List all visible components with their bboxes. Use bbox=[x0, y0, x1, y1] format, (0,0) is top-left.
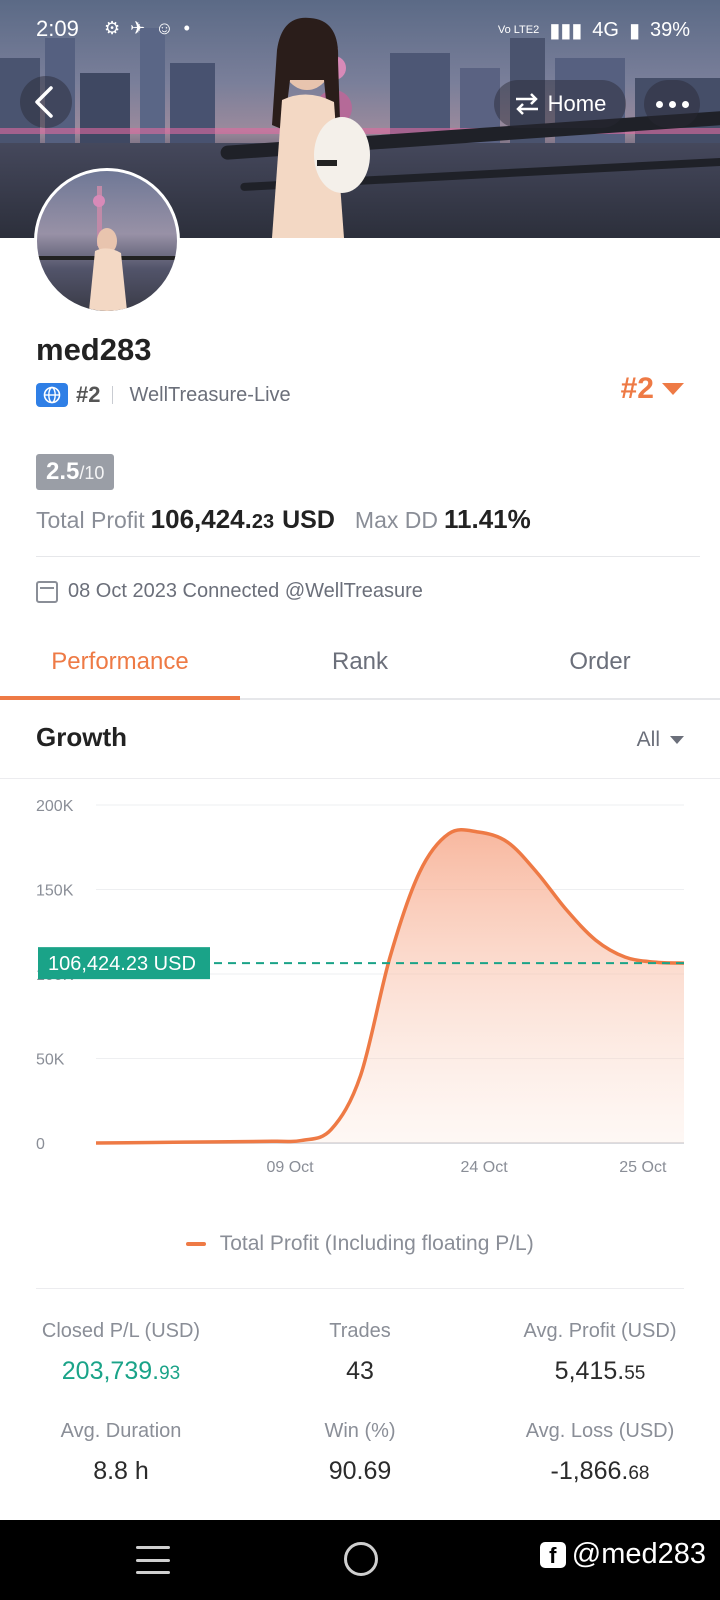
y-tick-label: 200K bbox=[36, 798, 74, 815]
score-value: 2.5 bbox=[46, 458, 80, 485]
x-tick-label: 25 Oct bbox=[619, 1159, 667, 1176]
stat-avg-loss: Avg. Loss (USD) -1,866.68 bbox=[510, 1420, 690, 1486]
more-options-button[interactable] bbox=[644, 80, 700, 128]
profit-summary: Total Profit 106,424.23 USD Max DD 11.41… bbox=[36, 504, 531, 535]
stat-closed-pl: Closed P/L (USD) 203,739.93 bbox=[36, 1320, 206, 1386]
facebook-icon: f bbox=[539, 1541, 566, 1568]
dot-icon bbox=[681, 100, 689, 108]
status-right: Vo LTE2 ▮▮▮ 4G ▮ 39% bbox=[498, 18, 690, 43]
chevron-left-icon bbox=[35, 86, 53, 118]
watermark: f @med283 bbox=[539, 1538, 706, 1571]
total-profit-unit: USD bbox=[282, 506, 335, 534]
globe-icon bbox=[36, 383, 68, 407]
back-button[interactable] bbox=[20, 76, 72, 128]
stat-label: Trades bbox=[329, 1320, 391, 1342]
recent-apps-button[interactable] bbox=[136, 1546, 170, 1574]
person-photo bbox=[272, 17, 370, 238]
series-area bbox=[96, 829, 684, 1143]
caret-down-icon bbox=[670, 736, 684, 744]
stat-label: Avg. Loss (USD) bbox=[525, 1420, 675, 1442]
network-type: 4G bbox=[592, 19, 619, 41]
divider bbox=[112, 386, 114, 404]
notification-icons: ⚙✈☺• bbox=[104, 18, 200, 38]
stat-value: 43 bbox=[346, 1357, 374, 1385]
rank-dropdown[interactable]: #2 bbox=[621, 372, 684, 406]
home-nav-button[interactable] bbox=[344, 1542, 378, 1576]
stat-trades: Trades 43 bbox=[300, 1320, 420, 1386]
home-label: Home bbox=[547, 91, 607, 116]
y-tick-label: 150K bbox=[36, 883, 74, 900]
divider bbox=[36, 1288, 684, 1289]
connected-text: 08 Oct 2023 Connected @WellTreasure bbox=[68, 580, 423, 602]
stat-value: 203,739.93 bbox=[61, 1357, 181, 1385]
avatar[interactable] bbox=[34, 168, 180, 314]
stat-label: Avg. Profit (USD) bbox=[523, 1320, 677, 1342]
stat-label: Avg. Duration bbox=[60, 1420, 182, 1442]
max-dd-label: Max DD bbox=[354, 507, 438, 533]
battery-icon: ▮ bbox=[628, 20, 640, 42]
growth-chart[interactable]: 200K150K100K50K0 106,424.23 USD 09 Oct24… bbox=[0, 790, 720, 1210]
dot-icon bbox=[655, 100, 663, 108]
series-line bbox=[95, 828, 685, 1145]
stat-win: Win (%) 90.69 bbox=[300, 1420, 420, 1486]
signal-icon: ▮▮▮ bbox=[549, 20, 583, 42]
current-value-badge bbox=[38, 947, 210, 980]
legend-swatch bbox=[186, 1242, 207, 1247]
caret-down-icon bbox=[662, 383, 684, 395]
stat-value: 90.69 bbox=[328, 1457, 392, 1485]
volte-label: Vo LTE2 bbox=[497, 24, 540, 36]
stat-label: Closed P/L (USD) bbox=[41, 1320, 201, 1342]
avatar-image bbox=[37, 186, 177, 311]
stat-value: -1,866.68 bbox=[550, 1457, 650, 1485]
username: med283 bbox=[36, 332, 152, 367]
tab-performance[interactable]: Performance bbox=[0, 636, 240, 700]
score-max: /10 bbox=[79, 463, 105, 483]
legend-label: Total Profit (Including floating P/L) bbox=[219, 1232, 534, 1255]
x-tick-label: 24 Oct bbox=[461, 1159, 509, 1176]
x-tick-label: 09 Oct bbox=[266, 1159, 314, 1176]
stat-avg-duration: Avg. Duration 8.8 h bbox=[36, 1420, 206, 1486]
status-bar: 2:09 ⚙✈☺• Vo LTE2 ▮▮▮ 4G ▮ 39% bbox=[0, 0, 720, 60]
growth-title: Growth bbox=[36, 722, 127, 752]
y-tick-label: 0 bbox=[36, 1136, 45, 1153]
watermark-text: @med283 bbox=[571, 1538, 706, 1570]
stat-avg-profit: Avg. Profit (USD) 5,415.55 bbox=[510, 1320, 690, 1386]
score-badge: 2.5 /10 bbox=[36, 454, 115, 490]
max-dd-value: 11.41% bbox=[443, 504, 531, 534]
chart-legend: Total Profit (Including floating P/L) bbox=[0, 1232, 720, 1256]
divider bbox=[36, 556, 700, 557]
tab-rank[interactable]: Rank bbox=[331, 648, 389, 675]
total-profit-label: Total Profit bbox=[36, 507, 145, 533]
stat-value: 5,415.55 bbox=[554, 1357, 646, 1385]
home-button[interactable]: Home bbox=[494, 80, 626, 128]
y-tick-label: 50K bbox=[36, 1052, 65, 1069]
connected-info: 08 Oct 2023 Connected @WellTreasure bbox=[36, 580, 423, 603]
global-rank: #2 bbox=[76, 382, 101, 407]
calendar-icon bbox=[36, 580, 58, 603]
tab-order[interactable]: Order bbox=[569, 648, 631, 675]
growth-filter-dropdown[interactable]: All bbox=[637, 728, 684, 752]
divider bbox=[0, 778, 720, 779]
total-profit-value: 106,424.23 bbox=[150, 504, 275, 534]
battery-percent: 39% bbox=[649, 19, 690, 41]
growth-filter-value: All bbox=[636, 728, 660, 751]
system-nav-bar: f @med283 bbox=[0, 1520, 720, 1600]
status-time: 2:09 bbox=[36, 16, 79, 41]
rank-value: #2 bbox=[620, 372, 654, 405]
swap-icon bbox=[515, 93, 538, 115]
tab-bar: Performance Rank Order bbox=[0, 636, 720, 700]
stat-value: 8.8 h bbox=[93, 1457, 149, 1485]
current-value-label: 106,424.23 USD bbox=[48, 953, 196, 975]
profile-meta: #2 WellTreasure-Live bbox=[36, 382, 291, 408]
stat-label: Win (%) bbox=[324, 1420, 396, 1442]
dot-icon bbox=[668, 100, 676, 108]
broker-name: WellTreasure-Live bbox=[129, 383, 291, 406]
